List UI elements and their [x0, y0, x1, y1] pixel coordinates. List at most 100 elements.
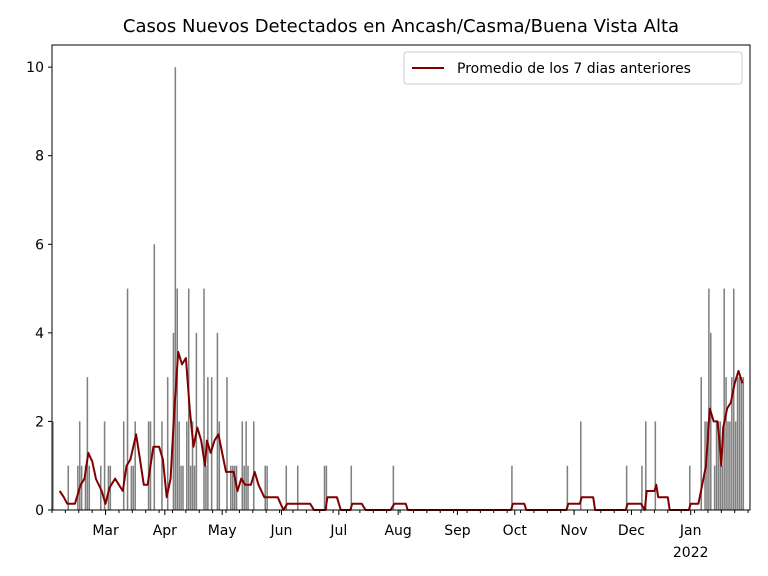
bar: [392, 465, 395, 510]
bar: [180, 465, 182, 510]
bar: [226, 377, 228, 510]
bar: [641, 465, 643, 510]
bar: [742, 377, 745, 510]
chart-title: Casos Nuevos Detectados en Ancash/Casma/…: [122, 16, 680, 37]
bar: [710, 332, 712, 510]
bar: [725, 377, 727, 510]
bar: [86, 377, 89, 510]
bar: [736, 377, 739, 510]
bar: [134, 421, 136, 510]
x-tick-sublabel: 2022: [673, 545, 709, 561]
bar: [126, 288, 129, 510]
x-tick-label: Nov: [560, 523, 587, 539]
bar: [67, 465, 70, 510]
bar: [191, 421, 194, 510]
bar: [132, 465, 135, 510]
x-tick-label: Jul: [329, 523, 347, 539]
bar: [688, 465, 691, 510]
x-tick-label: Jan: [679, 523, 702, 539]
bar: [174, 67, 177, 511]
bar: [625, 465, 628, 510]
bar: [717, 421, 720, 510]
bar: [166, 377, 169, 510]
x-tick-label: Sep: [444, 523, 471, 539]
bar: [147, 421, 150, 510]
bar: [264, 465, 266, 510]
x-tick-label: May: [208, 523, 237, 539]
bar: [176, 288, 179, 510]
bar: [247, 465, 249, 510]
x-axis: Mar Apr May Jun Jul Aug Sep Oct Nov Dec Jan 2022: [51, 510, 749, 561]
bar: [218, 421, 221, 510]
bar: [252, 421, 255, 510]
bar: [216, 332, 219, 510]
x-tick-label: Mar: [92, 523, 119, 539]
bar: [713, 465, 716, 510]
bar: [323, 465, 326, 510]
bar: [245, 421, 247, 510]
x-tick-label: Jun: [270, 523, 293, 539]
bar: [122, 421, 125, 510]
bar: [654, 421, 657, 510]
y-tick-label: 10: [26, 60, 44, 76]
bar: [88, 465, 91, 510]
bar: [296, 465, 299, 510]
bar: [243, 465, 245, 510]
bar: [205, 465, 207, 510]
plot-frame: [51, 44, 751, 511]
bar: [266, 465, 268, 510]
bar: [721, 465, 724, 510]
bar: [195, 332, 198, 510]
bar: [78, 421, 81, 510]
bar: [80, 465, 83, 510]
bar: [738, 377, 741, 510]
bar: [210, 377, 213, 510]
x-tick-label: Oct: [503, 523, 528, 539]
bars-group: [52, 67, 745, 511]
bar: [700, 377, 703, 510]
bar: [241, 421, 244, 510]
bar: [734, 421, 737, 510]
bar: [153, 244, 156, 511]
bar: [731, 377, 733, 510]
bar: [708, 288, 710, 510]
x-tick-label: Apr: [153, 523, 177, 539]
y-axis: 0 2 4 6 8 10: [26, 60, 52, 519]
bar: [230, 465, 232, 510]
bar: [233, 465, 236, 510]
bar: [350, 465, 353, 510]
bar: [52, 421, 54, 510]
bar: [727, 421, 729, 510]
bar: [161, 421, 163, 510]
bar: [732, 288, 735, 510]
y-tick-label: 0: [35, 503, 44, 519]
bar: [715, 421, 718, 510]
bar: [84, 465, 87, 510]
bar: [740, 377, 743, 510]
bar: [193, 465, 196, 510]
x-tick-label: Dec: [618, 523, 645, 539]
y-tick-label: 2: [35, 414, 44, 430]
y-tick-label: 6: [35, 237, 44, 253]
legend-box: [403, 51, 743, 85]
y-tick-label: 8: [35, 149, 44, 165]
bar: [231, 465, 234, 510]
legend: Promedio de los 7 dias anteriores: [403, 51, 743, 85]
bar: [325, 465, 328, 510]
bar: [729, 421, 731, 510]
bar: [189, 465, 192, 510]
bar: [203, 288, 205, 510]
bar: [182, 465, 184, 510]
bar: [103, 421, 106, 510]
bar: [77, 465, 79, 510]
bar: [511, 465, 513, 510]
legend-label: Promedio de los 7 dias anteriores: [457, 61, 691, 77]
y-tick-label: 4: [35, 326, 44, 342]
bar: [723, 288, 725, 510]
bar: [178, 421, 180, 510]
x-tick-label: Aug: [384, 523, 411, 539]
bar: [579, 421, 582, 510]
bar: [186, 421, 188, 510]
bar: [130, 465, 133, 510]
